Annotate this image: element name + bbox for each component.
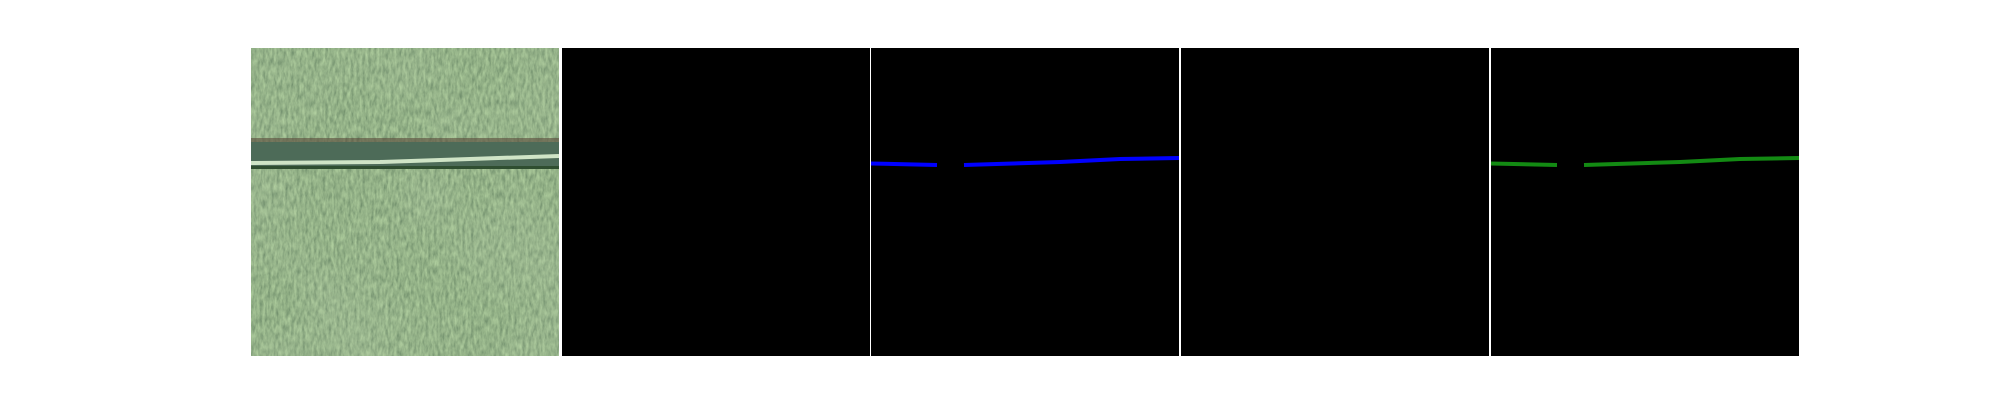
panel-background (1491, 48, 1799, 356)
grass-patches (251, 48, 559, 356)
green-mask-panel (1490, 48, 1800, 356)
road-segment (1490, 161, 1558, 167)
road-segment (1583, 156, 1800, 167)
road-segment (870, 161, 938, 167)
empty-mask-panel (562, 48, 870, 356)
panel-background (871, 48, 1179, 356)
road-edge (251, 138, 559, 142)
road-shadow (251, 166, 559, 169)
road-marking (251, 154, 559, 165)
aerial-image-panel (251, 48, 559, 356)
empty-mask-panel (1181, 48, 1489, 356)
blue-mask-panel (870, 48, 1180, 356)
road-segment (963, 156, 1180, 167)
